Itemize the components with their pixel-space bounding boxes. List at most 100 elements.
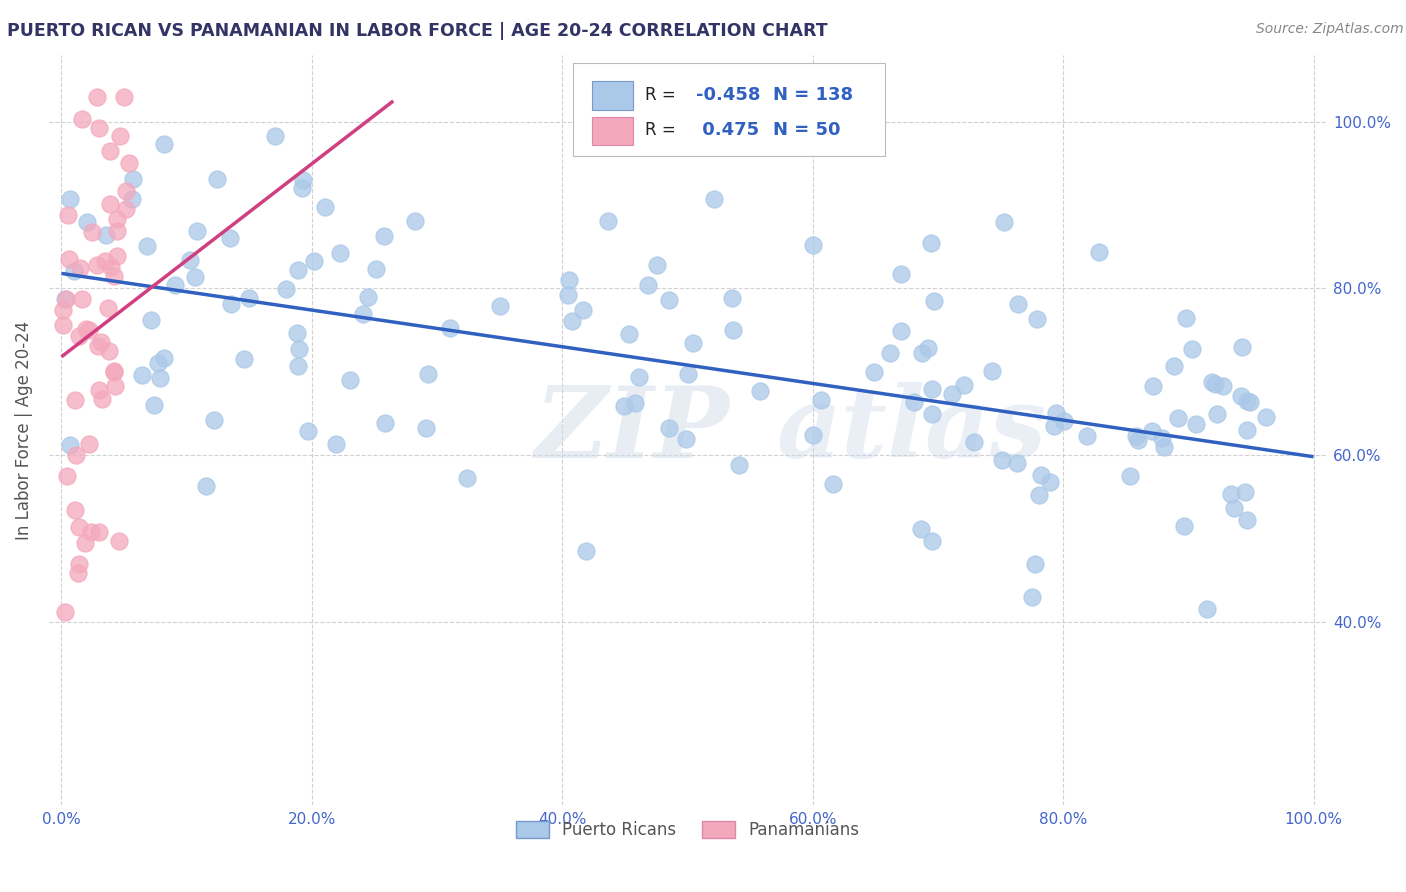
Point xyxy=(274,282,297,296)
Point xyxy=(890,267,912,281)
Point xyxy=(561,314,583,328)
Point xyxy=(98,144,121,158)
Text: ZIP: ZIP xyxy=(534,382,730,478)
Point xyxy=(263,128,285,143)
Point xyxy=(118,156,141,170)
Point xyxy=(194,479,217,493)
Point xyxy=(675,432,697,446)
Point xyxy=(314,200,336,214)
Point xyxy=(1053,414,1076,428)
Point xyxy=(87,525,110,540)
Point xyxy=(1181,342,1204,356)
Point xyxy=(1007,296,1029,310)
Point xyxy=(963,435,986,450)
Point xyxy=(1201,376,1223,390)
Point xyxy=(981,364,1004,378)
Point xyxy=(184,269,207,284)
Point xyxy=(922,294,945,309)
Point xyxy=(1043,418,1066,433)
Point xyxy=(80,225,103,239)
Point xyxy=(55,293,77,307)
Text: R =: R = xyxy=(645,86,676,103)
Point xyxy=(910,522,932,536)
Point xyxy=(218,230,240,244)
Point xyxy=(676,368,699,382)
Point xyxy=(1039,475,1062,489)
Point xyxy=(69,261,91,276)
Point xyxy=(682,335,704,350)
Point xyxy=(87,121,110,136)
Point xyxy=(104,378,127,392)
Point xyxy=(1230,389,1253,403)
Point xyxy=(186,224,208,238)
Point xyxy=(418,368,440,382)
Text: N = 50: N = 50 xyxy=(773,121,841,139)
Point xyxy=(205,172,228,186)
Point xyxy=(77,323,100,337)
Point xyxy=(67,519,90,533)
Point xyxy=(142,398,165,412)
Point xyxy=(70,112,93,126)
Point xyxy=(1256,409,1278,424)
Point xyxy=(103,365,125,379)
Point xyxy=(103,364,125,378)
Point xyxy=(65,393,87,408)
Point xyxy=(90,335,112,350)
Point xyxy=(115,184,138,198)
Point xyxy=(801,237,824,252)
Point xyxy=(287,343,309,357)
Point xyxy=(292,173,315,187)
Point xyxy=(87,384,110,398)
Point xyxy=(339,373,361,387)
Point xyxy=(65,448,87,462)
Point xyxy=(63,263,86,277)
Point xyxy=(921,382,943,396)
Point xyxy=(1204,376,1226,391)
Point xyxy=(285,326,308,341)
Point xyxy=(112,90,135,104)
Point xyxy=(373,229,395,244)
Point xyxy=(108,128,131,143)
Point xyxy=(488,299,510,313)
Point xyxy=(890,324,912,338)
Point xyxy=(149,371,172,385)
Point xyxy=(302,253,325,268)
Point xyxy=(122,171,145,186)
Text: atlas: atlas xyxy=(778,382,1047,478)
Point xyxy=(55,469,77,483)
Point xyxy=(1223,500,1246,515)
Point xyxy=(107,534,129,549)
Point xyxy=(59,192,82,206)
Legend: Puerto Ricans, Panamanians: Puerto Ricans, Panamanians xyxy=(509,814,866,846)
Point xyxy=(1212,379,1234,393)
Point xyxy=(52,303,75,318)
Point xyxy=(105,249,128,263)
Point xyxy=(749,384,772,399)
Point xyxy=(823,477,845,491)
Point xyxy=(557,272,579,286)
Point xyxy=(86,258,108,272)
Point xyxy=(627,369,650,384)
Point xyxy=(114,202,136,216)
Point xyxy=(1142,378,1164,392)
Point xyxy=(1021,591,1043,605)
Point xyxy=(1173,518,1195,533)
Point xyxy=(415,420,437,434)
Point xyxy=(1119,469,1142,483)
Point xyxy=(58,252,80,266)
Point xyxy=(1153,440,1175,454)
Point xyxy=(439,321,461,335)
Point xyxy=(637,277,659,292)
Point xyxy=(53,605,76,619)
Point xyxy=(703,192,725,206)
Text: N = 138: N = 138 xyxy=(773,86,853,103)
Text: PUERTO RICAN VS PANAMANIAN IN LABOR FORCE | AGE 20-24 CORRELATION CHART: PUERTO RICAN VS PANAMANIAN IN LABOR FORC… xyxy=(7,22,828,40)
Point xyxy=(572,302,595,317)
Point xyxy=(1024,557,1046,571)
Point xyxy=(1125,429,1147,443)
Point xyxy=(232,351,254,366)
Point xyxy=(103,268,125,283)
Point xyxy=(91,392,114,407)
Point xyxy=(75,322,97,336)
Point xyxy=(163,277,186,292)
